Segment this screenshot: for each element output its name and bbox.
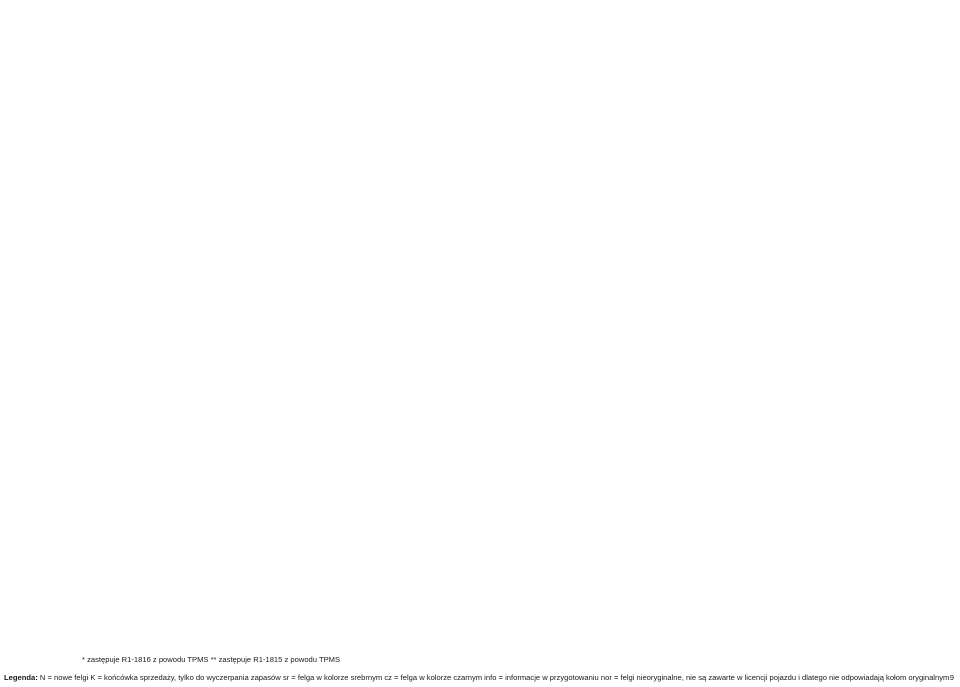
page-number: 9 bbox=[949, 673, 954, 682]
footnote: * zastępuje R1-1816 z powodu TPMS ** zas… bbox=[82, 655, 341, 664]
legend: Legenda: N = nowe felgi K = końcówka spr… bbox=[4, 673, 949, 682]
legend-text: N = nowe felgi K = końcówka sprzedaży, t… bbox=[39, 673, 950, 682]
legend-label: Legenda: bbox=[4, 673, 38, 682]
